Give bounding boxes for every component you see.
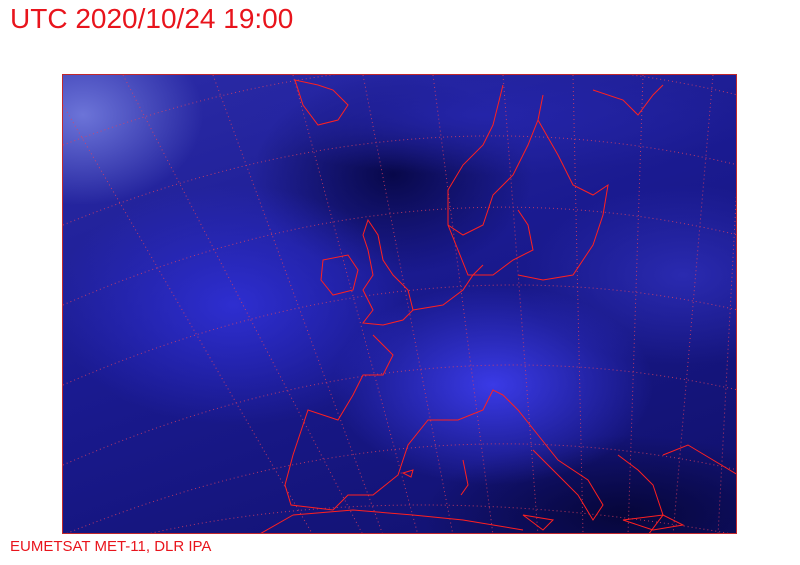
map-overlay xyxy=(63,75,736,533)
satellite-map xyxy=(62,74,737,534)
timestamp-title: UTC 2020/10/24 19:00 xyxy=(10,3,294,34)
graticule xyxy=(63,75,736,533)
data-source-credit: EUMETSAT MET-11, DLR IPA xyxy=(10,538,212,555)
coastlines xyxy=(260,79,736,533)
